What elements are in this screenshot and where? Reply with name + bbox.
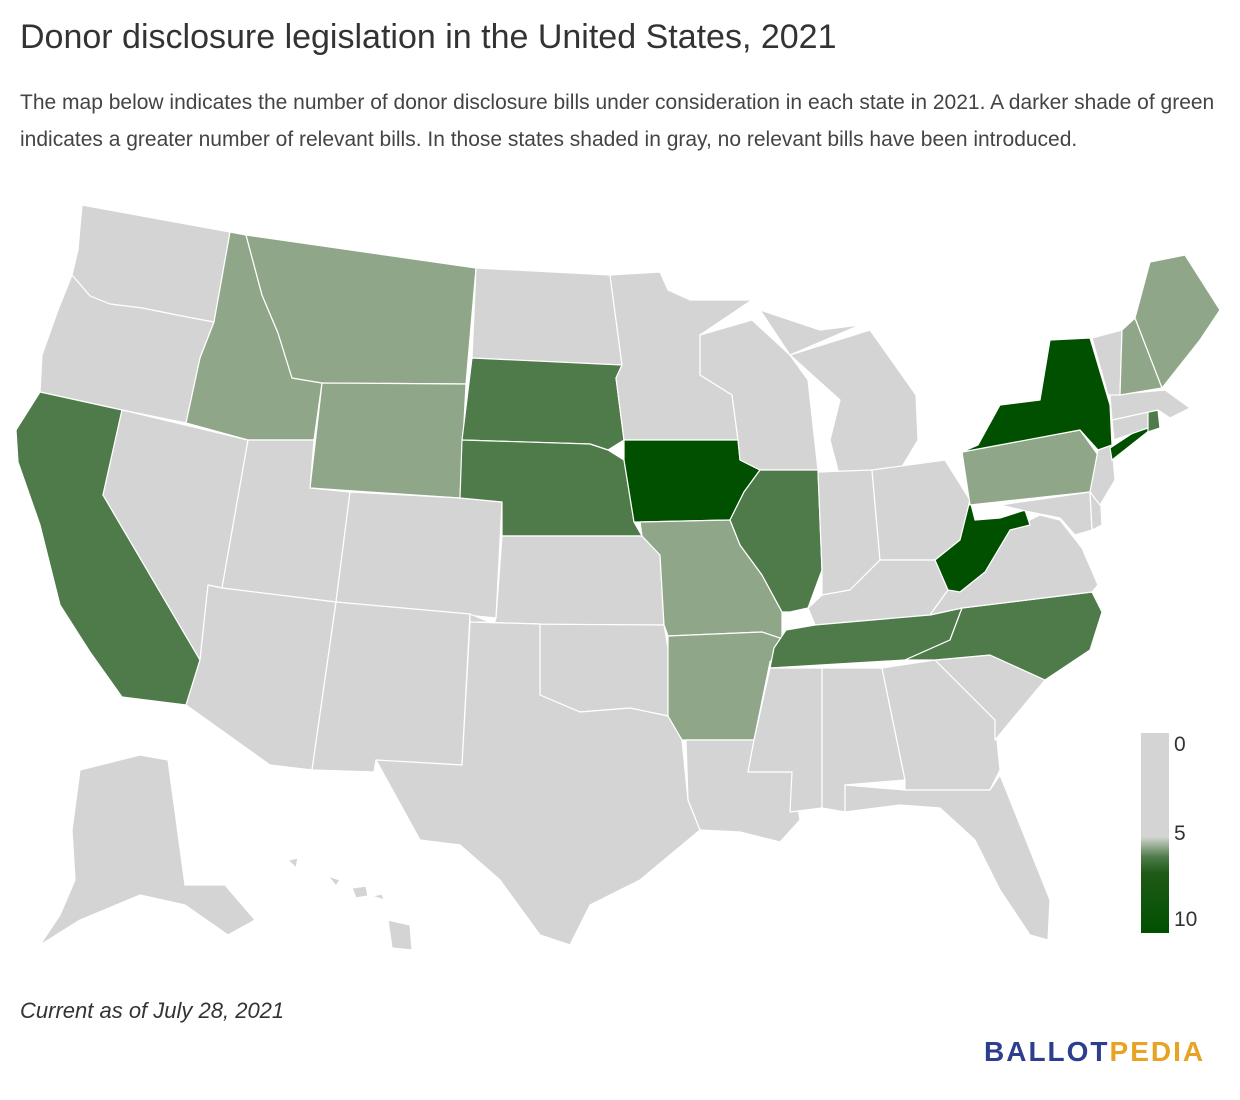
state-KS[interactable] <box>493 535 665 626</box>
state-AK[interactable] <box>39 754 256 946</box>
legend-mid-label: 5 <box>1174 822 1186 845</box>
us-map <box>15 204 1221 951</box>
ballotpedia-logo[interactable]: BALLOTPEDIA <box>984 1036 1205 1068</box>
legend-min-label: 0 <box>1174 733 1186 756</box>
state-MA[interactable] <box>1109 389 1191 421</box>
map-subtitle: The map below indicates the number of do… <box>20 91 1215 151</box>
state-ND[interactable] <box>471 267 623 366</box>
legend-gradient-bar <box>1141 733 1169 933</box>
state-NC[interactable] <box>904 591 1103 681</box>
logo-part-pedia: PEDIA <box>1109 1036 1206 1067</box>
state-AZ[interactable] <box>185 584 337 771</box>
state-FL[interactable] <box>844 774 1051 941</box>
state-TX[interactable] <box>375 621 701 946</box>
logo-part-ballot: BALLOT <box>984 1036 1110 1067</box>
state-NM[interactable] <box>311 601 471 773</box>
state-WY[interactable] <box>309 382 467 499</box>
map-title: Donor disclosure legislation in the Unit… <box>20 18 837 56</box>
state-HI[interactable] <box>287 857 413 951</box>
legend-max-label: 10 <box>1174 908 1198 931</box>
state-ME[interactable] <box>1134 254 1221 389</box>
footnote-date: Current as of July 28, 2021 <box>20 998 285 1023</box>
state-RI[interactable] <box>1147 409 1161 433</box>
state-MT[interactable] <box>245 234 477 385</box>
state-SD[interactable] <box>461 357 625 451</box>
state-CO[interactable] <box>335 491 503 619</box>
state-WV[interactable] <box>934 499 1031 593</box>
state-NE[interactable] <box>459 439 643 537</box>
